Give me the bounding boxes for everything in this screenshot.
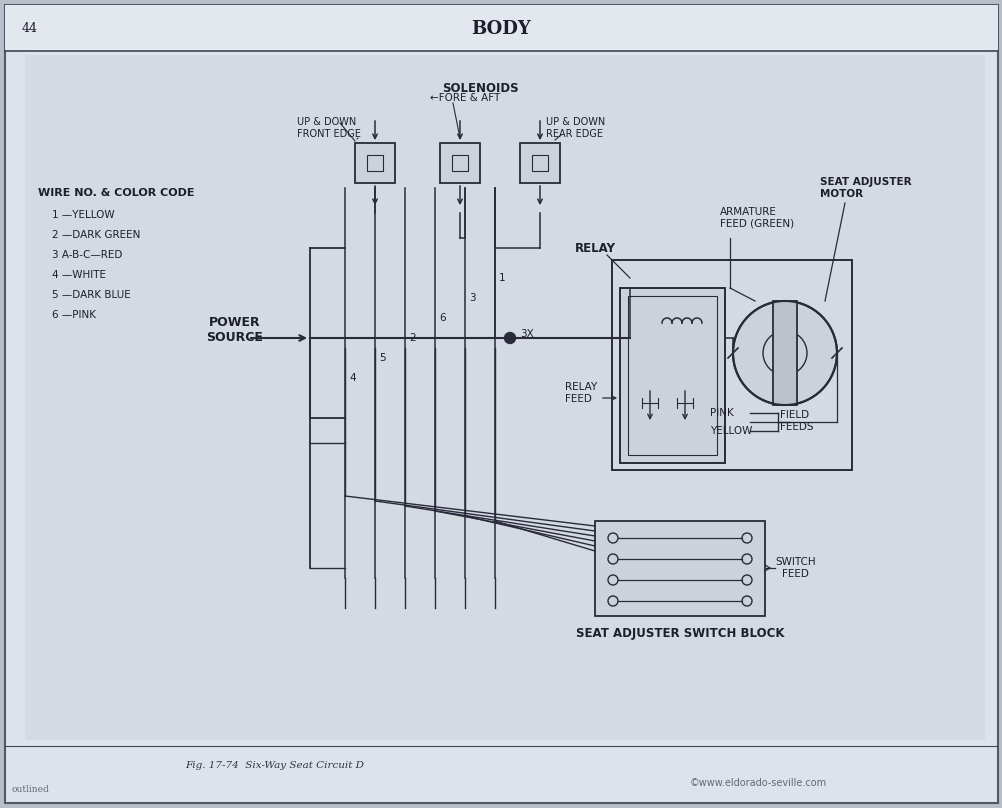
Circle shape: [607, 575, 617, 585]
Text: ©www.eldorado-seville.com: ©www.eldorado-seville.com: [689, 778, 827, 788]
Text: YELLOW: YELLOW: [709, 426, 752, 436]
Text: 44: 44: [22, 23, 38, 36]
Circle shape: [763, 331, 807, 375]
Text: FIELD
FEEDS: FIELD FEEDS: [780, 410, 813, 431]
Text: 3 A-B-C—RED: 3 A-B-C—RED: [52, 250, 122, 260]
Circle shape: [732, 301, 836, 405]
Bar: [594, 521, 765, 616]
Bar: [531, 155, 547, 171]
Text: ←FORE & AFT: ←FORE & AFT: [430, 93, 500, 103]
Text: 5: 5: [379, 353, 385, 363]
Bar: [367, 155, 383, 171]
Text: SEAT ADJUSTER
MOTOR: SEAT ADJUSTER MOTOR: [820, 177, 911, 199]
Bar: [452, 155, 468, 171]
Bar: [440, 143, 480, 183]
Text: POWER
SOURCE: POWER SOURCE: [206, 316, 264, 344]
Circle shape: [607, 554, 617, 564]
Circle shape: [504, 333, 515, 343]
Circle shape: [741, 554, 752, 564]
Bar: [5, 5, 997, 50]
Circle shape: [741, 533, 752, 543]
Text: 3X: 3X: [519, 329, 533, 339]
Text: 1 —YELLOW: 1 —YELLOW: [52, 210, 114, 220]
Text: 2: 2: [409, 333, 415, 343]
Text: SEAT ADJUSTER SWITCH BLOCK: SEAT ADJUSTER SWITCH BLOCK: [575, 628, 784, 641]
Text: ARMATURE
FEED (GREEN): ARMATURE FEED (GREEN): [719, 207, 794, 229]
Text: SOLENOIDS: SOLENOIDS: [441, 82, 518, 95]
Text: outlined: outlined: [12, 785, 50, 794]
Text: RELAY: RELAY: [574, 242, 615, 255]
Bar: [627, 296, 716, 455]
Circle shape: [741, 596, 752, 606]
Text: PINK: PINK: [709, 408, 733, 418]
Text: BODY: BODY: [471, 20, 530, 38]
Circle shape: [741, 575, 752, 585]
Bar: [773, 301, 797, 405]
Text: UP & DOWN
FRONT EDGE: UP & DOWN FRONT EDGE: [297, 117, 361, 139]
Text: 2 —DARK GREEN: 2 —DARK GREEN: [52, 230, 140, 240]
Circle shape: [607, 596, 617, 606]
Bar: [25, 55, 984, 740]
Text: RELAY
FEED: RELAY FEED: [564, 382, 596, 404]
Bar: [519, 143, 559, 183]
Text: 6 —PINK: 6 —PINK: [52, 310, 96, 320]
Bar: [611, 260, 851, 470]
Text: Fig. 17-74  Six-Way Seat Circuit D: Fig. 17-74 Six-Way Seat Circuit D: [184, 761, 364, 771]
Text: 4: 4: [349, 373, 356, 383]
Bar: [619, 288, 724, 463]
Bar: [355, 143, 395, 183]
Text: 4 —WHITE: 4 —WHITE: [52, 270, 106, 280]
Text: 5 —DARK BLUE: 5 —DARK BLUE: [52, 290, 130, 300]
Text: SWITCH
FEED: SWITCH FEED: [775, 558, 815, 579]
Text: 1: 1: [499, 273, 505, 283]
Text: 6: 6: [439, 313, 445, 323]
Text: UP & DOWN
REAR EDGE: UP & DOWN REAR EDGE: [545, 117, 604, 139]
Text: WIRE NO. & COLOR CODE: WIRE NO. & COLOR CODE: [38, 188, 194, 198]
Text: 3: 3: [469, 293, 475, 303]
Circle shape: [607, 533, 617, 543]
